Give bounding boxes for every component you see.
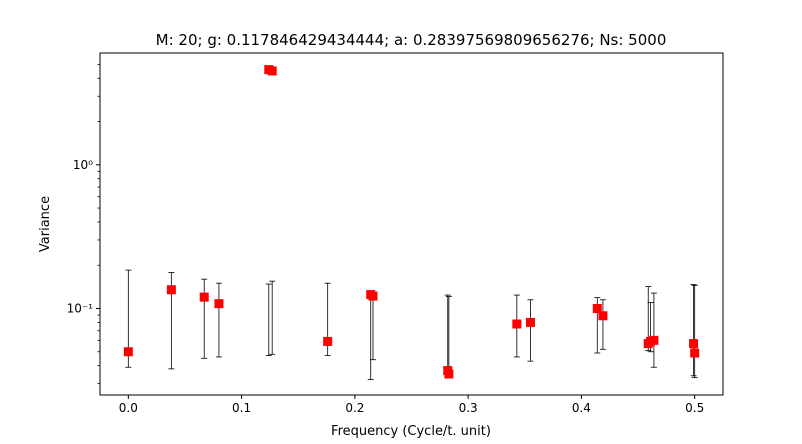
y-axis-label: Variance [38, 196, 53, 252]
plot-frame [99, 52, 724, 396]
data-point [323, 336, 333, 346]
data-point [368, 291, 378, 301]
error-bar [215, 282, 222, 358]
data-point [690, 348, 700, 358]
plot-content [123, 65, 700, 380]
x-axis-label: Frequency (Cycle/t. unit) [331, 424, 491, 439]
data-point [598, 311, 608, 321]
data-point [525, 317, 535, 327]
data-point [267, 66, 277, 76]
error-bar [599, 299, 606, 350]
data-point [649, 335, 659, 345]
y-tick-label: 10⁰ [73, 158, 93, 172]
chart-title: M: 20; g: 0.117846429434444; a: 0.283975… [156, 31, 667, 49]
x-tick-label: 0.2 [345, 401, 364, 415]
error-bar [269, 280, 276, 355]
data-point [166, 285, 176, 295]
x-tick-label: 0.1 [232, 401, 251, 415]
error-bar [265, 283, 272, 357]
data-point [592, 303, 602, 313]
y-axis: 10⁻¹ 10⁰ [67, 63, 100, 385]
error-bar [650, 292, 657, 368]
data-point [512, 319, 522, 329]
x-tick-label: 0.5 [685, 401, 704, 415]
y-tick-label: 10⁻¹ [67, 301, 94, 315]
error-bar [527, 299, 534, 362]
x-tick-label: 0.0 [119, 401, 138, 415]
x-tick-label: 0.4 [572, 401, 591, 415]
data-point [689, 339, 699, 349]
data-point [214, 299, 224, 309]
data-point [444, 369, 454, 379]
x-axis: 0.0 0.1 0.2 0.3 0.4 0.5 [119, 395, 704, 415]
error-bar [690, 284, 697, 377]
data-point [123, 347, 133, 357]
error-bar [691, 284, 698, 379]
x-tick-label: 0.3 [459, 401, 478, 415]
data-point [199, 292, 209, 302]
error-bar [201, 278, 208, 359]
